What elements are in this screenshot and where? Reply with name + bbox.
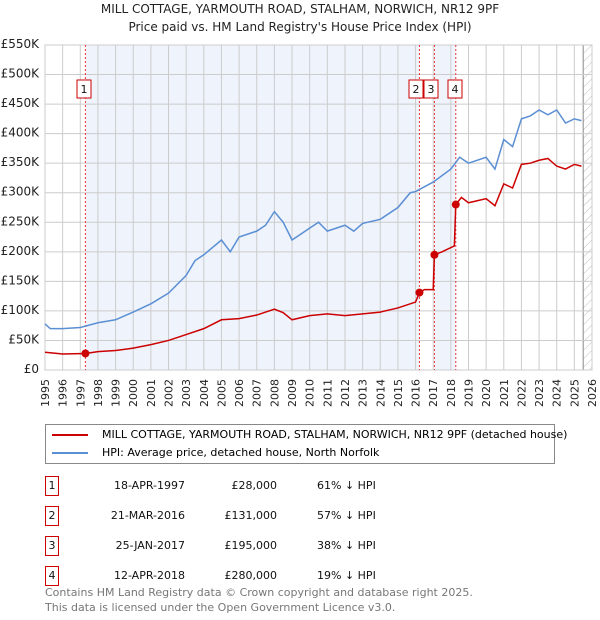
y-tick-label: £500K [1,67,41,81]
x-tick-label: 2020 [480,379,493,407]
legend-label: HPI: Average price, detached house, Nort… [102,446,380,459]
plot-frame [44,44,593,371]
sale-price: £195,000 [224,539,278,552]
y-tick-label: £550K [1,37,41,51]
y-tick-label: £400K [1,126,41,140]
sale-date: 25-JAN-2017 [115,539,185,552]
sale-price: £280,000 [224,569,278,582]
x-tick-label: 1997 [74,379,87,407]
x-tick-label: 2023 [533,379,546,407]
chart-title: MILL COTTAGE, YARMOUTH ROAD, STALHAM, NO… [100,2,500,16]
sale-label-box [76,79,92,99]
sale-number: 4 [45,566,59,586]
sale-label: 3 [428,83,435,96]
sale-price: £131,000 [224,509,278,522]
y-tick-label: £150K [1,273,41,287]
sale-row: 2 21-MAR-2016 £131,000 57% ↓ HPI [45,506,445,526]
sale-point [415,288,424,297]
x-tick-label: 2015 [392,379,405,407]
x-tick-label: 2011 [321,379,334,407]
sale-point [81,349,90,358]
x-tick-label: 2009 [286,379,299,407]
x-tick-label: 2001 [145,379,158,407]
sale-label: 2 [413,83,420,96]
legend-label: MILL COTTAGE, YARMOUTH ROAD, STALHAM, NO… [102,428,568,441]
x-tick-label: 2019 [462,379,475,407]
y-tick-label: £250K [1,214,41,228]
y-tick-label: £100K [1,303,41,317]
x-tick-label: 1999 [110,379,123,407]
x-tick-label: 1998 [92,379,105,407]
sale-row: 4 12-APR-2018 £280,000 19% ↓ HPI [45,566,445,586]
sale-label-box [447,79,463,99]
sale-label: 4 [452,83,459,96]
legend: MILL COTTAGE, YARMOUTH ROAD, STALHAM, NO… [45,424,567,464]
x-tick-label: 2003 [180,379,193,407]
y-tick-label: £0 [24,362,39,376]
y-tick-label: £350K [1,155,41,169]
sale-label: 1 [81,83,88,96]
shaded-range [85,45,420,370]
sale-price: £28,000 [231,479,278,492]
x-tick-label: 2000 [127,379,140,407]
y-tick-label: £300K [1,185,41,199]
x-tick-label: 2022 [515,379,528,407]
x-tick-label: 2010 [304,379,317,407]
x-tick-label: 2013 [357,379,370,407]
legend-swatch-blue [52,452,88,454]
sale-number: 3 [45,536,59,556]
x-tick-label: 2024 [551,379,564,407]
x-tick-label: 2005 [215,379,228,407]
hpi-line [44,109,582,330]
property-price-line [44,157,582,355]
x-tick-label: 2004 [198,379,211,407]
sale-hpi-diff: 57% ↓ HPI [317,509,376,522]
x-tick-label: 2026 [586,379,599,407]
sale-hpi-diff: 19% ↓ HPI [317,569,376,582]
x-tick-label: 2021 [498,379,511,407]
x-tick-label: 2006 [233,379,246,407]
sale-date: 21-MAR-2016 [110,509,185,522]
sale-hpi-diff: 38% ↓ HPI [317,539,376,552]
y-tick-label: £450K [1,96,41,110]
sale-label-box [423,79,439,99]
sale-row: 3 25-JAN-2017 £195,000 38% ↓ HPI [45,536,445,556]
sale-point [451,200,460,209]
legend-swatch-red [52,434,88,436]
sale-hpi-diff: 61% ↓ HPI [317,479,376,492]
forecast-hatch [583,45,592,370]
x-tick-label: 2014 [374,379,387,407]
sale-date: 12-APR-2018 [113,569,185,582]
x-tick-label: 2018 [445,379,458,407]
plot-area: 1995 1996 1997 1998 1999 2000 2001 2002 2003 2004… [1,37,599,407]
x-tick-label: 2017 [427,379,440,407]
y-tick-label: £200K [1,244,41,258]
sale-point [430,250,439,259]
legend-item-property: MILL COTTAGE, YARMOUTH ROAD, STALHAM, NO… [52,427,567,443]
chart-subtitle: Price paid vs. HM Land Registry's House … [128,20,472,34]
x-tick-label: 1995 [39,379,52,407]
sale-number: 2 [45,506,59,526]
x-tick-label: 2007 [251,379,264,407]
x-tick-label: 2012 [339,379,352,407]
y-tick-label: £50K [8,332,40,346]
footer-line1: Contains HM Land Registry data © Crown c… [45,586,473,599]
footer-line2: This data is licensed under the Open Gov… [45,601,396,614]
x-tick-label: 2002 [163,379,176,407]
legend-item-hpi: HPI: Average price, detached house, Nort… [52,445,379,461]
x-tick-label: 1996 [57,379,70,407]
sale-date: 18-APR-1997 [113,479,185,492]
x-tick-label: 2008 [268,379,281,407]
x-tick-label: 2016 [410,379,423,407]
sale-number: 1 [45,476,59,496]
sale-row: 1 18-APR-1997 £28,000 61% ↓ HPI [45,476,445,496]
sale-label-box [408,79,424,99]
x-tick-label: 2025 [568,379,581,407]
